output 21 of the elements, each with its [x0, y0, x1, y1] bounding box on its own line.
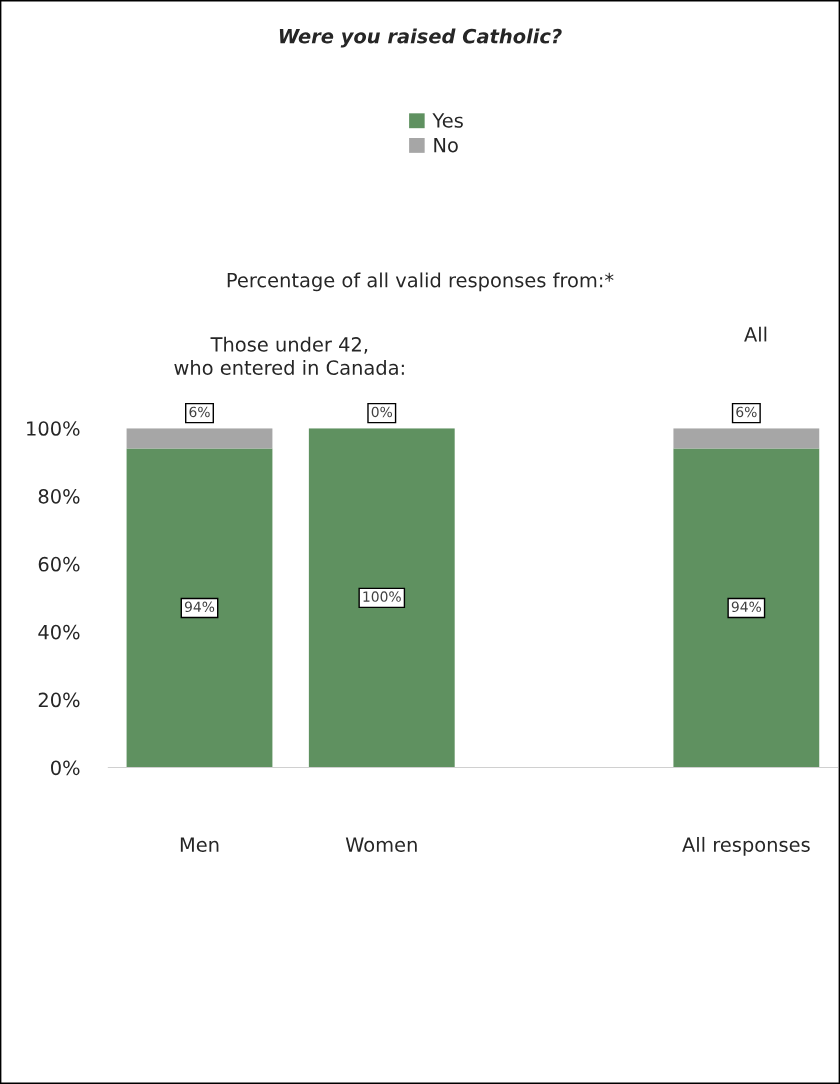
data-label: 0%	[371, 406, 393, 418]
text: Those under 42, who entered in Canada:	[174, 336, 404, 375]
x-tick-label: Women	[345, 837, 417, 852]
legend-label: No	[434, 137, 458, 153]
data-label: 94%	[184, 601, 215, 613]
y-tick-label: 100%	[27, 421, 80, 436]
x-tick-label: Men	[180, 837, 219, 852]
legend-label: Yes	[432, 113, 463, 128]
data-label: 6%	[189, 406, 210, 418]
y-tick-label: 40%	[38, 624, 80, 640]
text: Percentage of all valid responses from:*	[227, 272, 614, 292]
data-label: 94%	[731, 601, 762, 613]
y-tick-label: 0%	[51, 760, 80, 776]
y-tick-label: 20%	[38, 692, 80, 708]
x-tick-label: All responses	[682, 836, 810, 856]
text: All	[744, 326, 767, 342]
data-label: 6%	[736, 406, 757, 418]
y-tick-label: 80%	[38, 488, 80, 504]
y-tick-label: 60%	[38, 556, 80, 572]
chart-title: Were you raised Catholic?	[279, 28, 562, 48]
data-label: 100%	[363, 591, 401, 602]
